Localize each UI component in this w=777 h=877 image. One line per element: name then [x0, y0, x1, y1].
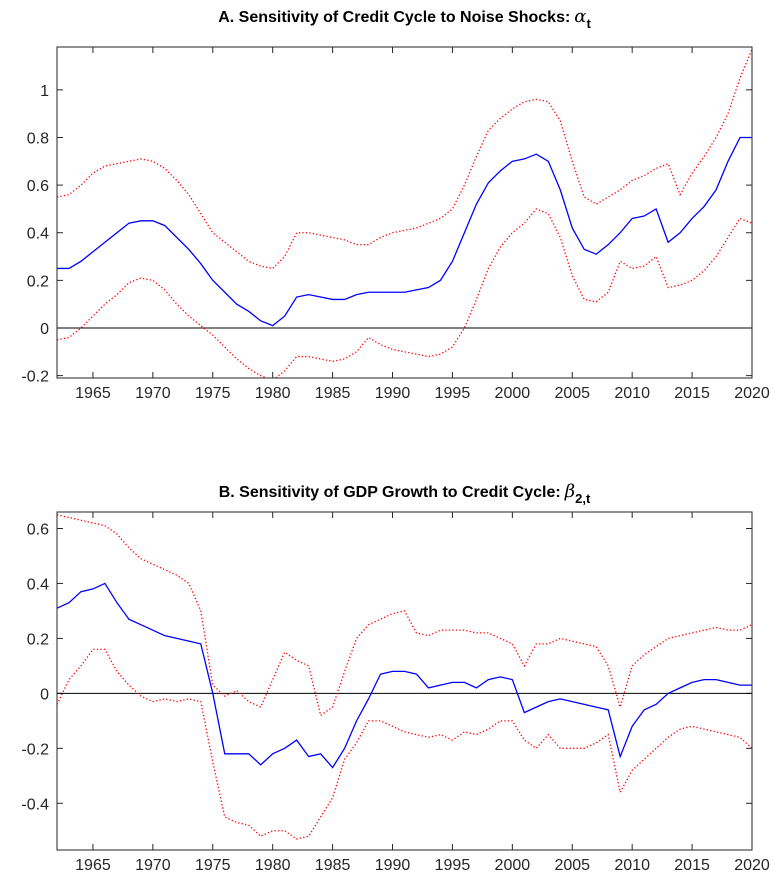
x-tick-label: 1980 [255, 385, 291, 402]
x-tick-label: 2020 [734, 385, 770, 402]
y-tick-label: 0.6 [27, 178, 49, 195]
x-tick-label: 1990 [375, 857, 411, 874]
y-tick-label: 0.4 [27, 576, 49, 593]
plot-frame [56, 46, 753, 379]
y-tick-label: 0.8 [27, 130, 49, 147]
title-symbol: β [564, 481, 575, 502]
x-tick-label: 1975 [195, 857, 231, 874]
y-tick-label: -0.2 [21, 369, 49, 386]
x-tick-label: 1995 [435, 385, 471, 402]
band-line [57, 208, 752, 378]
x-tick-label: 2015 [674, 857, 710, 874]
x-tick-label: 1985 [315, 385, 351, 402]
y-tick-label: 0 [40, 686, 49, 703]
plot-frame [56, 511, 753, 851]
x-tick-label: 1970 [135, 857, 171, 874]
panel: B. Sensitivity of GDP Growth to Credit C… [21, 481, 769, 874]
title-subscript: t [586, 16, 591, 31]
x-tick-label: 1980 [255, 857, 291, 874]
x-tick-label: 2000 [495, 857, 531, 874]
band-line [57, 514, 752, 717]
y-tick-label: -0.4 [21, 796, 49, 813]
y-tick-label: -0.2 [21, 741, 49, 758]
x-tick-label: 1975 [195, 385, 231, 402]
band-line [57, 49, 752, 270]
x-tick-label: 2020 [734, 857, 770, 874]
x-tick-label: 1990 [375, 385, 411, 402]
x-tick-label: 2015 [674, 385, 710, 402]
y-tick-label: 1 [40, 83, 49, 100]
x-tick-label: 2000 [495, 385, 531, 402]
y-tick-label: 0.2 [27, 631, 49, 648]
chart-title: B. Sensitivity of GDP Growth to Credit C… [219, 481, 591, 506]
panel: A. Sensitivity of Credit Cycle to Noise … [21, 6, 769, 402]
x-tick-label: 2010 [614, 385, 650, 402]
y-tick-label: 0.2 [27, 273, 49, 290]
band-line [57, 648, 752, 840]
x-tick-label: 2010 [614, 857, 650, 874]
title-text: B. Sensitivity of GDP Growth to Credit C… [219, 484, 561, 501]
y-tick-label: 0 [40, 321, 49, 338]
chart-title: A. Sensitivity of Credit Cycle to Noise … [218, 6, 591, 31]
estimate-line [57, 136, 752, 327]
x-tick-label: 2005 [554, 857, 590, 874]
y-tick-label: 0.6 [27, 521, 49, 538]
y-tick-label: 0.4 [27, 226, 49, 243]
x-tick-label: 1985 [315, 857, 351, 874]
x-tick-label: 2005 [554, 385, 590, 402]
x-tick-label: 1965 [75, 385, 111, 402]
x-tick-label: 1970 [135, 385, 171, 402]
title-text: A. Sensitivity of Credit Cycle to Noise … [218, 9, 570, 26]
x-tick-label: 1965 [75, 857, 111, 874]
estimate-line [57, 582, 752, 769]
x-tick-label: 1995 [435, 857, 471, 874]
title-symbol: α [574, 6, 586, 27]
title-subscript: 2,t [575, 491, 591, 506]
